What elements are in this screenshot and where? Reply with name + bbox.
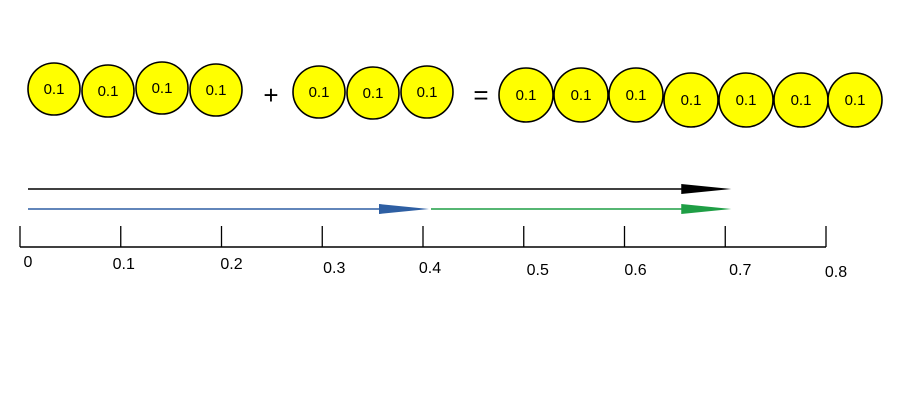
plus-sign: +: [263, 80, 278, 110]
tick-label: 0.3: [323, 260, 345, 277]
counter-label: 0.1: [681, 92, 702, 109]
tick-label: 0.8: [825, 264, 847, 281]
second-jump-arrow: [431, 204, 732, 214]
first-counter: 0.1: [27, 62, 81, 116]
second-counter: 0.1: [292, 65, 346, 119]
second-counter: 0.1: [346, 66, 400, 120]
tick-label: 0.6: [624, 262, 646, 279]
result-counter: 0.1: [718, 72, 774, 128]
counter-label: 0.1: [571, 87, 592, 104]
total-jump-arrow: [28, 184, 732, 194]
tick-label: 0.1: [113, 256, 135, 273]
counter-circle: [292, 65, 346, 119]
counter-label: 0.1: [98, 83, 119, 100]
counter-label: 0.1: [417, 84, 438, 101]
counter-circle: [718, 72, 774, 128]
counter-circle: [81, 64, 135, 118]
counter-circle: [135, 61, 189, 115]
counter-circle: [827, 72, 883, 128]
total-jump-arrow-head: [681, 184, 732, 194]
jump-arrows: [28, 184, 732, 214]
counter-circle: [608, 67, 664, 123]
counter-label: 0.1: [626, 87, 647, 104]
counter-circle: [189, 63, 243, 117]
equals-sign: =: [473, 80, 488, 110]
counter-label: 0.1: [791, 92, 812, 109]
counter-label: 0.1: [736, 92, 757, 109]
first-jump-arrow-head: [379, 204, 429, 214]
second-counter-group: 0.1 0.1 0.1: [292, 65, 454, 120]
counter-circle: [346, 66, 400, 120]
result-counter-group: 0.1 0.1 0.1 0.1 0.1 0.1 0.1: [498, 67, 883, 128]
counter-label: 0.1: [44, 81, 65, 98]
number-line: 0 0.1 0.2 0.3 0.4 0.5 0.6 0.7 0.8: [19, 226, 847, 281]
first-counter: 0.1: [81, 64, 135, 118]
counter-circle: [498, 67, 554, 123]
result-counter: 0.1: [773, 72, 829, 128]
first-jump-arrow: [28, 204, 429, 214]
tick-label: 0.5: [527, 262, 549, 279]
counter-circle: [400, 65, 454, 119]
result-counter: 0.1: [553, 67, 609, 123]
result-counter: 0.1: [608, 67, 664, 123]
first-counter: 0.1: [189, 63, 243, 117]
tick-label: 0.4: [419, 260, 441, 277]
counter-label: 0.1: [363, 85, 384, 102]
second-jump-arrow-head: [681, 204, 732, 214]
tick-label: 0.7: [729, 262, 751, 279]
counter-circle: [27, 62, 81, 116]
first-counter: 0.1: [135, 61, 189, 115]
counter-circle: [663, 72, 719, 128]
result-counter: 0.1: [498, 67, 554, 123]
counter-label: 0.1: [516, 87, 537, 104]
counter-label: 0.1: [845, 92, 866, 109]
result-counter: 0.1: [827, 72, 883, 128]
second-counter: 0.1: [400, 65, 454, 119]
counter-circle: [553, 67, 609, 123]
tick-label: 0: [24, 254, 33, 271]
counter-label: 0.1: [206, 82, 227, 99]
counter-label: 0.1: [152, 80, 173, 97]
first-counter-group: 0.1 0.1 0.1 0.1: [27, 61, 243, 118]
result-counter: 0.1: [663, 72, 719, 128]
tick-label: 0.2: [220, 256, 242, 273]
counter-label: 0.1: [309, 84, 330, 101]
